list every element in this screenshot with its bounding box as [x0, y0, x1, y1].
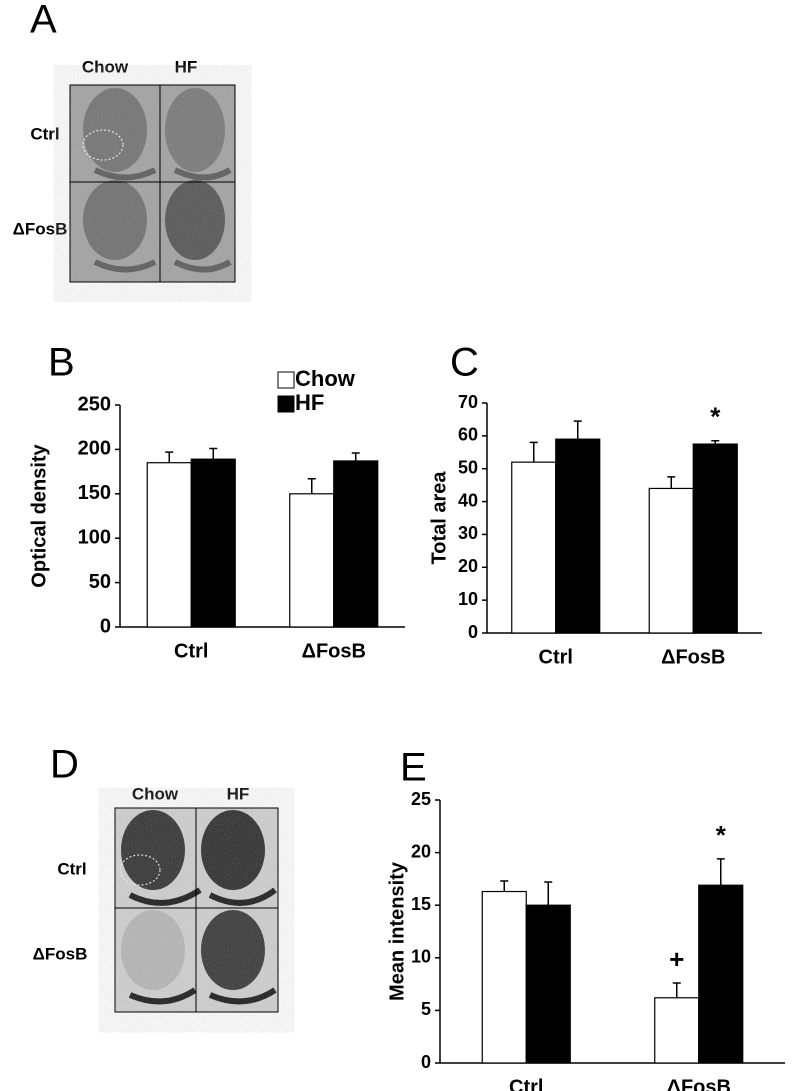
- panel-letter: B: [48, 341, 75, 385]
- y-tick-label: 100: [78, 526, 111, 548]
- error-bar: [351, 452, 360, 461]
- x-tick-label: Ctrl: [509, 1076, 543, 1091]
- bar: [190, 458, 236, 628]
- bar: [289, 493, 335, 628]
- legend-swatch: [277, 395, 295, 413]
- y-axis-label: Total area: [428, 471, 450, 565]
- legend-label: HF: [295, 390, 324, 415]
- row-label: Ctrl: [57, 859, 86, 878]
- image-grid: [114, 807, 279, 1013]
- y-axis-label: Optical density: [28, 443, 50, 587]
- y-tick-label: 60: [458, 425, 478, 445]
- error-bar: [529, 441, 538, 463]
- bar: [481, 890, 527, 1064]
- bar: [333, 460, 379, 628]
- error-bar: [165, 451, 174, 463]
- y-tick-label: 0: [468, 622, 478, 642]
- y-tick-label: 70: [458, 392, 478, 412]
- error-bar: [573, 420, 582, 440]
- image-grid: [69, 84, 236, 283]
- bar: [146, 462, 192, 628]
- bar: [511, 461, 557, 634]
- bar: [692, 443, 738, 634]
- x-tick-label: ΔFosB: [302, 640, 366, 662]
- bar: [525, 904, 571, 1064]
- y-tick-label: 50: [458, 457, 478, 477]
- panel-letter: D: [50, 743, 79, 787]
- panel-letter: E: [400, 746, 427, 790]
- error-bar: [209, 447, 218, 460]
- y-tick-label: 200: [78, 438, 111, 460]
- column-label: HF: [227, 784, 250, 803]
- error-bar: [500, 880, 509, 892]
- annotation: *: [710, 402, 721, 432]
- panel-letter: A: [30, 0, 57, 42]
- panel-letter: C: [450, 341, 479, 385]
- y-axis-label: Mean intensity: [386, 861, 408, 1001]
- y-tick-label: 250: [78, 393, 111, 415]
- y-tick-label: 0: [100, 615, 111, 637]
- y-tick-label: 30: [458, 523, 478, 543]
- bar: [648, 487, 694, 634]
- row-label: Ctrl: [30, 124, 59, 143]
- annotation: *: [716, 820, 727, 850]
- y-tick-label: 150: [78, 482, 111, 504]
- bar: [555, 438, 601, 634]
- error-bar: [711, 440, 720, 445]
- x-tick-label: Ctrl: [539, 646, 573, 668]
- error-bar: [672, 982, 681, 998]
- row-label: ΔFosB: [13, 219, 68, 238]
- column-label: HF: [175, 57, 198, 76]
- legend-swatch: [277, 371, 295, 389]
- error-bar: [716, 858, 725, 886]
- y-tick-label: 20: [458, 556, 478, 576]
- legend-label: Chow: [295, 366, 356, 391]
- y-tick-label: 5: [421, 999, 431, 1019]
- y-tick-label: 10: [411, 947, 431, 967]
- x-tick-label: ΔFosB: [667, 1076, 731, 1091]
- bar: [698, 884, 744, 1064]
- y-tick-label: 0: [421, 1052, 431, 1072]
- y-tick-label: 25: [411, 789, 431, 809]
- x-tick-label: ΔFosB: [661, 646, 725, 668]
- y-tick-label: 15: [411, 894, 431, 914]
- error-bar: [307, 477, 316, 494]
- y-tick-label: 40: [458, 490, 478, 510]
- annotation: +: [669, 944, 684, 974]
- x-tick-label: Ctrl: [174, 640, 208, 662]
- y-tick-label: 50: [89, 571, 111, 593]
- column-label: Chow: [82, 57, 129, 76]
- bar: [654, 997, 700, 1064]
- row-label: ΔFosB: [33, 944, 88, 963]
- error-bar: [667, 476, 676, 489]
- column-label: Chow: [132, 784, 179, 803]
- y-tick-label: 20: [411, 841, 431, 861]
- y-tick-label: 10: [458, 589, 478, 609]
- error-bar: [544, 881, 553, 906]
